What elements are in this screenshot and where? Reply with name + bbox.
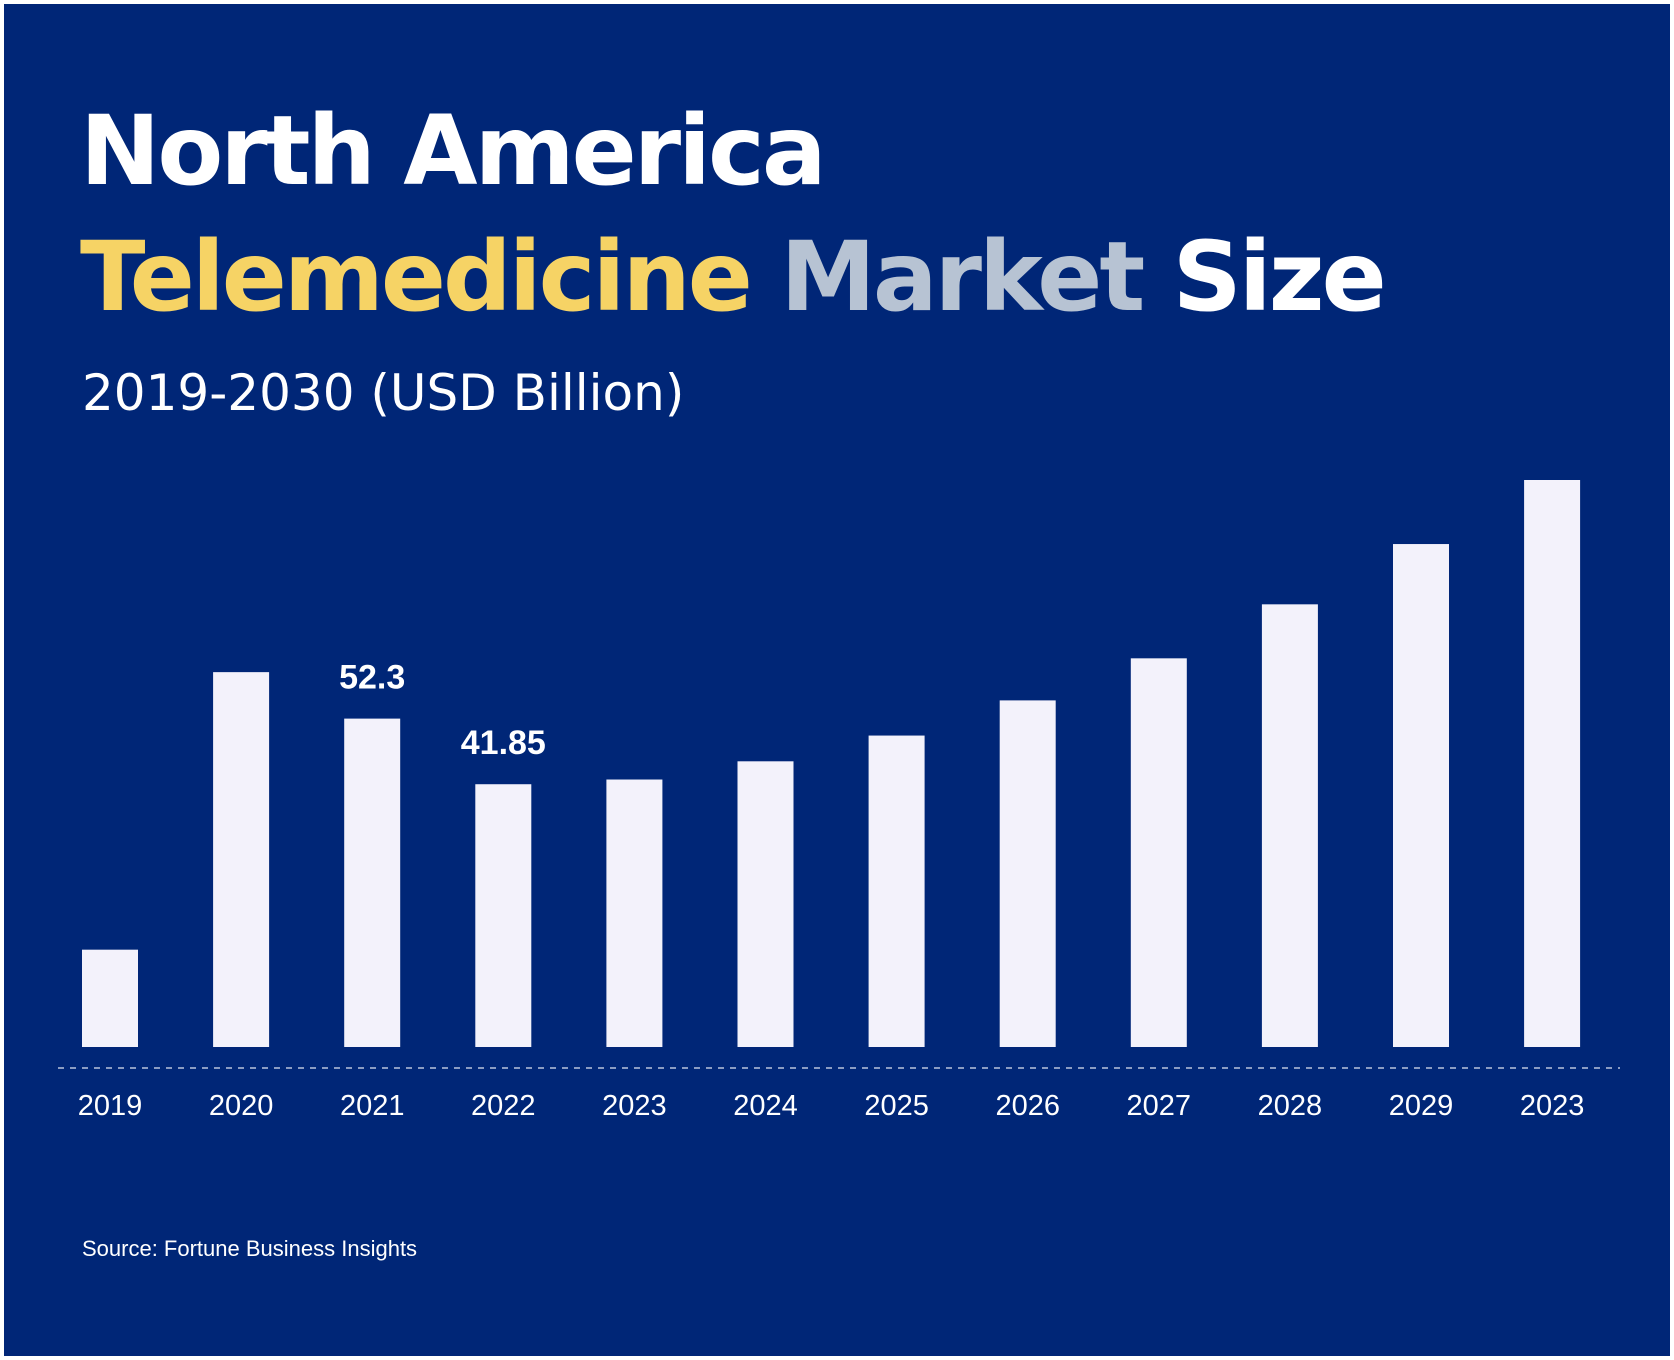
bar-2021-2 bbox=[344, 718, 401, 1047]
bar-2026-7 bbox=[999, 700, 1056, 1047]
bars-group bbox=[82, 480, 1581, 1047]
x-tick-label: 2020 bbox=[209, 1090, 274, 1122]
bar-2023-11 bbox=[1524, 480, 1581, 1047]
bar-2024-5 bbox=[737, 761, 794, 1047]
infographic-card: North America Telemedicine Market Size 2… bbox=[4, 4, 1670, 1356]
title-word-telemedicine: Telemedicine bbox=[80, 221, 753, 333]
data-label: 41.85 bbox=[461, 724, 546, 762]
x-tick-label: 2029 bbox=[1389, 1090, 1454, 1122]
title-line-2: Telemedicine Market Size bbox=[80, 214, 1387, 340]
bar-2025-6 bbox=[868, 735, 925, 1047]
data-labels: 52.3 41.85 bbox=[339, 659, 546, 763]
x-tick-label: 2027 bbox=[1127, 1090, 1192, 1122]
x-tick-label: 2026 bbox=[995, 1090, 1060, 1122]
bar-2022-3 bbox=[475, 784, 532, 1047]
bar-2028-9 bbox=[1261, 604, 1318, 1047]
bar-2029-10 bbox=[1393, 544, 1449, 1047]
x-tick-label: 2019 bbox=[78, 1090, 143, 1122]
x-tick-labels: 2019 2020 2021 2022 2023 2024 2025 2026 2027 2028… bbox=[78, 1090, 1585, 1122]
bar-2027-8 bbox=[1130, 658, 1187, 1047]
chart-subtitle: 2019-2030 (USD Billion) bbox=[82, 364, 685, 422]
x-tick-label: 2023 bbox=[1520, 1090, 1585, 1122]
source-note: Source: Fortune Business Insights bbox=[82, 1236, 418, 1261]
data-label: 52.3 bbox=[339, 659, 405, 697]
x-tick-label: 2023 bbox=[602, 1090, 667, 1122]
bar-2019-0 bbox=[82, 949, 138, 1047]
bar-chart: 2019 2020 2021 2022 2023 2024 2025 2026 2027 2028… bbox=[58, 480, 1620, 1122]
bar-2023-4 bbox=[606, 779, 663, 1047]
x-tick-label: 2021 bbox=[340, 1090, 405, 1122]
x-tick-label: 2028 bbox=[1258, 1090, 1323, 1122]
x-tick-label: 2024 bbox=[733, 1090, 798, 1122]
title-word-size: Size bbox=[1172, 221, 1387, 333]
x-tick-label: 2022 bbox=[471, 1090, 536, 1122]
title-line-1: North America bbox=[80, 95, 827, 207]
title-word-market: Market bbox=[780, 221, 1145, 333]
x-tick-label: 2025 bbox=[864, 1090, 929, 1122]
chart-title: North America Telemedicine Market Size bbox=[80, 88, 1387, 340]
bar-2020-1 bbox=[213, 672, 270, 1047]
